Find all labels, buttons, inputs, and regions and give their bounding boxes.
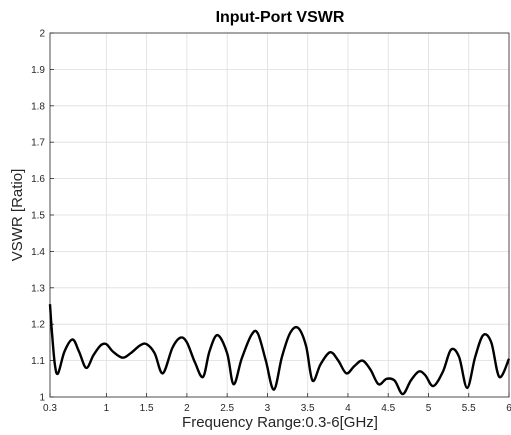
x-tick-label: 4.5 — [381, 403, 395, 414]
x-tick-label: 5 — [426, 403, 432, 414]
vswr-series-line — [48, 304, 511, 396]
y-axis-ticks: 1 1.1 1.2 1.3 1.4 1.5 1.6 1.7 1.8 1.9 2 — [31, 29, 54, 404]
y-tick-label: 1.3 — [31, 283, 45, 294]
x-axis-ticks: 0.3 1 1.5 2 2.5 3 3.5 4 4.5 5 5.5 6 — [43, 393, 511, 414]
y-tick-label: 1.4 — [31, 247, 45, 258]
x-tick-label: 5.5 — [462, 403, 476, 414]
y-axis-label: VSWR [Ratio] — [9, 169, 26, 262]
x-tick-label: 3 — [265, 403, 271, 414]
y-tick-label: 1 — [39, 393, 45, 404]
x-tick-label: 2 — [184, 403, 190, 414]
x-axis-label: Frequency Range:0.3-6[GHz] — [182, 414, 378, 431]
x-tick-label: 4 — [345, 403, 351, 414]
x-tick-label: 6 — [506, 403, 511, 414]
y-tick-label: 1.8 — [31, 101, 45, 112]
y-tick-label: 1.1 — [31, 356, 45, 367]
x-tick-label: 3.5 — [301, 403, 315, 414]
y-tick-label: 1.9 — [31, 65, 45, 76]
chart-title: Input-Port VSWR — [216, 9, 345, 26]
x-tick-label: 2.5 — [220, 403, 234, 414]
y-tick-label: 1.5 — [31, 211, 45, 222]
x-tick-label: 1.5 — [140, 403, 154, 414]
x-tick-label: 0.3 — [43, 403, 57, 414]
y-tick-label: 1.7 — [31, 138, 45, 149]
y-tick-label: 2 — [39, 29, 45, 40]
y-tick-label: 1.2 — [31, 320, 45, 331]
x-tick-label: 1 — [104, 403, 110, 414]
y-tick-label: 1.6 — [31, 174, 45, 185]
